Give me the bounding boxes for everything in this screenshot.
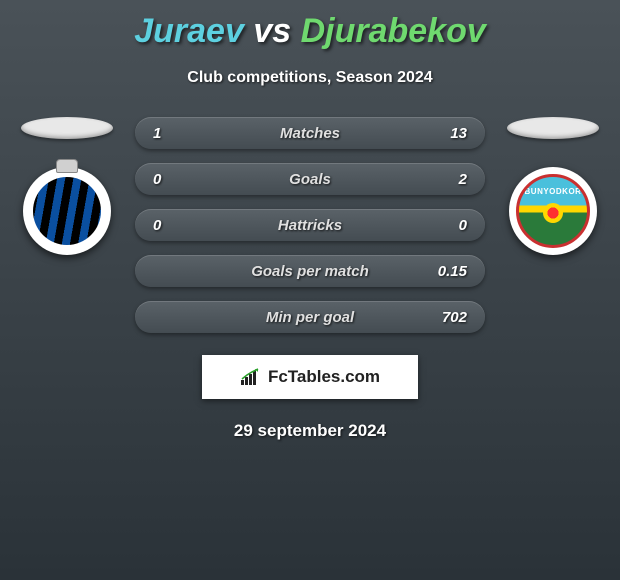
club-brugge-stripes-icon	[33, 177, 101, 245]
stat-label: Goals	[289, 171, 331, 188]
stat-right-value: 13	[427, 125, 467, 142]
sun-icon	[543, 203, 563, 223]
stat-label: Min per goal	[266, 309, 354, 326]
stat-left-value: 0	[153, 217, 193, 234]
brand-box: FcTables.com	[202, 355, 418, 399]
stat-row-goals-per-match: Goals per match 0.15	[135, 255, 485, 287]
stat-right-value: 2	[427, 171, 467, 188]
stat-left-value: 1	[153, 125, 193, 142]
crown-icon	[56, 159, 78, 173]
stat-row-hattricks: 0 Hattricks 0	[135, 209, 485, 241]
bunyodkor-shield-icon: BUNYODKOR	[516, 174, 590, 248]
subtitle: Club competitions, Season 2024	[0, 69, 620, 87]
badge-right-label: BUNYODKOR	[519, 187, 587, 196]
stats-column: 1 Matches 13 0 Goals 2 0 Hattricks 0 Goa…	[135, 117, 485, 333]
vs-text: vs	[253, 12, 291, 50]
left-side	[17, 117, 117, 255]
stat-left-value: 0	[153, 171, 193, 188]
stat-label: Hattricks	[278, 217, 342, 234]
player1-name: Juraev	[134, 12, 244, 50]
stat-row-matches: 1 Matches 13	[135, 117, 485, 149]
comparison-title: Juraev vs Djurabekov	[0, 0, 620, 51]
stat-label: Matches	[280, 125, 340, 142]
date-label: 29 september 2024	[0, 421, 620, 441]
player2-name: Djurabekov	[301, 12, 486, 50]
fctables-logo-icon	[240, 368, 262, 386]
brand-text: FcTables.com	[268, 367, 380, 387]
stat-right-value: 702	[427, 309, 467, 326]
comparison-content: 1 Matches 13 0 Goals 2 0 Hattricks 0 Goa…	[0, 117, 620, 333]
stat-right-value: 0	[427, 217, 467, 234]
stat-label: Goals per match	[251, 263, 369, 280]
stat-row-min-per-goal: Min per goal 702	[135, 301, 485, 333]
right-player-photo-placeholder	[507, 117, 599, 139]
right-club-badge: BUNYODKOR	[509, 167, 597, 255]
left-club-badge	[23, 167, 111, 255]
stat-row-goals: 0 Goals 2	[135, 163, 485, 195]
left-player-photo-placeholder	[21, 117, 113, 139]
right-side: BUNYODKOR	[503, 117, 603, 255]
stat-right-value: 0.15	[427, 263, 467, 280]
